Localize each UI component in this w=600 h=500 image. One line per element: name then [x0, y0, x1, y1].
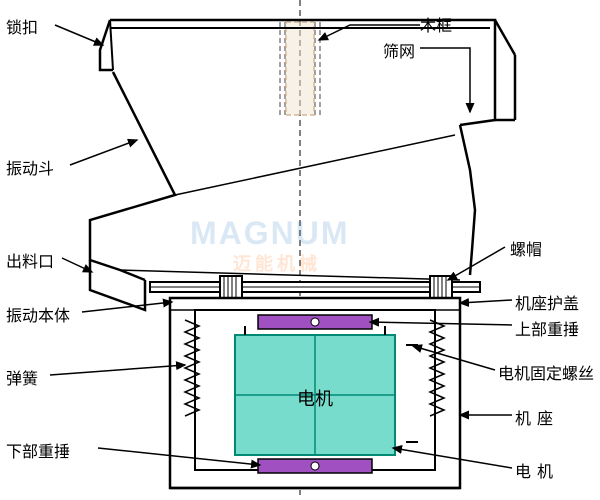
label-lower-wt: 下部重捶 — [6, 438, 70, 462]
watermark-brand-cn: 迈能机械 — [233, 250, 321, 276]
label-base-cover: 机座护盖 — [515, 290, 579, 314]
label-nut: 螺帽 — [510, 236, 542, 260]
label-wood-frame: 木框 — [420, 12, 452, 36]
label-motor-center: 电机 — [297, 385, 333, 411]
label-motor-fix: 电机固定螺丝 — [498, 360, 594, 384]
label-lock: 锁扣 — [6, 14, 38, 38]
label-spring: 弹簧 — [6, 365, 38, 389]
label-vib-body: 振动本体 — [6, 302, 70, 326]
label-motor: 电机 — [515, 458, 559, 482]
label-screen: 筛网 — [383, 38, 415, 62]
label-base: 机座 — [515, 405, 559, 429]
label-vib-bucket: 振动斗 — [6, 155, 54, 179]
watermark-brand: MAGNUM — [190, 215, 350, 251]
label-upper-wt: 上部重捶 — [515, 316, 579, 340]
label-outlet: 出料口 — [6, 248, 54, 272]
